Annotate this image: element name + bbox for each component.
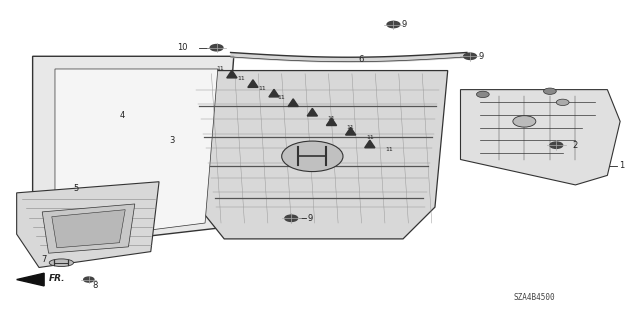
- Text: FR.: FR.: [49, 274, 65, 283]
- Text: 2: 2: [572, 141, 577, 150]
- Polygon shape: [42, 204, 135, 253]
- Polygon shape: [365, 140, 375, 148]
- Text: 11: 11: [278, 95, 285, 100]
- Polygon shape: [55, 69, 218, 241]
- Polygon shape: [269, 89, 279, 97]
- Polygon shape: [346, 127, 356, 135]
- Circle shape: [464, 53, 476, 59]
- Text: SZA4B4500: SZA4B4500: [513, 293, 555, 302]
- Text: 9: 9: [478, 52, 484, 61]
- Text: 11: 11: [328, 116, 335, 121]
- Circle shape: [210, 45, 223, 51]
- Polygon shape: [248, 80, 258, 87]
- Polygon shape: [33, 56, 234, 247]
- Ellipse shape: [49, 259, 74, 267]
- Text: 11: 11: [237, 76, 245, 81]
- Polygon shape: [461, 90, 620, 185]
- Circle shape: [556, 99, 569, 106]
- Text: 11: 11: [259, 85, 266, 91]
- Polygon shape: [326, 118, 337, 125]
- Text: 4: 4: [120, 111, 125, 120]
- Polygon shape: [17, 273, 44, 286]
- Text: 6: 6: [359, 55, 364, 64]
- Polygon shape: [17, 182, 159, 268]
- Circle shape: [387, 21, 400, 28]
- Circle shape: [282, 141, 343, 172]
- Text: 9: 9: [307, 214, 312, 223]
- Circle shape: [285, 215, 298, 221]
- Polygon shape: [52, 210, 125, 248]
- Text: 8: 8: [93, 281, 98, 290]
- Polygon shape: [186, 70, 448, 239]
- Text: 9: 9: [402, 20, 407, 29]
- Polygon shape: [227, 70, 237, 78]
- Circle shape: [543, 88, 556, 94]
- Circle shape: [476, 91, 489, 98]
- Text: 3: 3: [169, 136, 174, 145]
- Circle shape: [84, 277, 94, 282]
- Text: 5: 5: [74, 184, 79, 193]
- Polygon shape: [288, 99, 298, 107]
- Text: 11: 11: [366, 135, 374, 140]
- Circle shape: [550, 142, 563, 148]
- Text: 11: 11: [385, 147, 393, 152]
- Polygon shape: [307, 108, 317, 116]
- Text: 1: 1: [619, 161, 624, 170]
- Text: 7: 7: [42, 256, 47, 264]
- Circle shape: [513, 116, 536, 127]
- Text: 10: 10: [177, 43, 188, 52]
- Text: 11: 11: [347, 125, 355, 130]
- Text: 11: 11: [216, 66, 224, 71]
